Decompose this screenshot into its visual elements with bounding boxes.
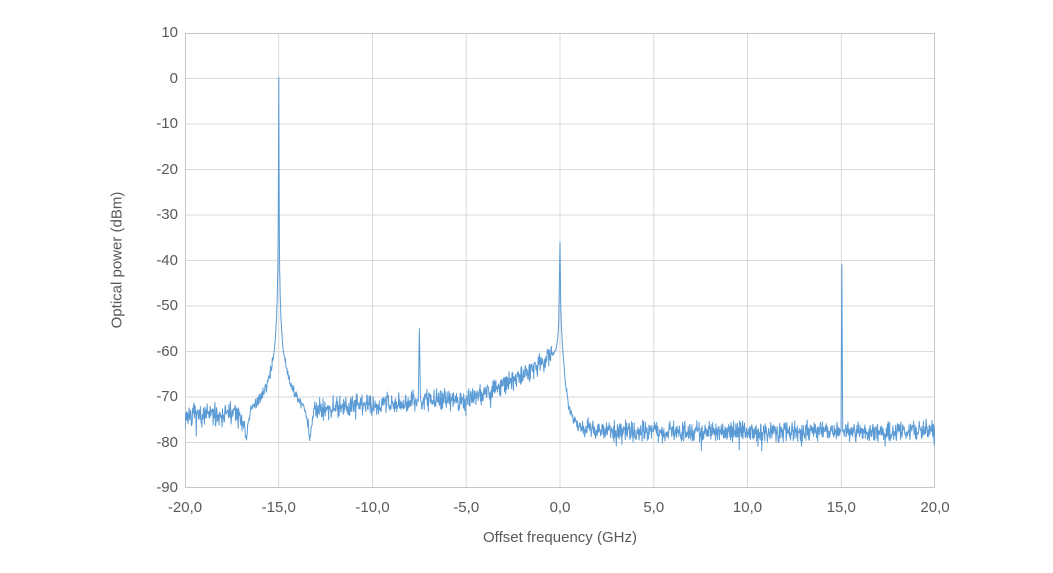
x-tick-label: -10,0	[355, 499, 390, 516]
gridlines	[185, 33, 935, 488]
plot-frame	[185, 33, 935, 488]
y-tick-label: -90	[156, 479, 178, 496]
x-tick-label: -20,0	[167, 499, 203, 516]
x-tick-label: 20,0	[920, 499, 950, 516]
y-tick-label: -70	[156, 388, 178, 405]
y-tick-label: -10	[156, 115, 178, 132]
x-tick-label: 0,0	[549, 499, 571, 516]
y-tick-label: -80	[156, 433, 178, 451]
x-tick-label: 10,0	[732, 499, 763, 516]
y-tick-label: -50	[156, 297, 178, 314]
y-tick-label: -30	[156, 206, 178, 223]
y-axis-title: Optical power (dBm)	[108, 191, 126, 329]
x-tick-label: -5,0	[453, 499, 480, 516]
x-tick-label: 5,0	[643, 499, 665, 516]
x-axis-title: Offset frequency (GHz)	[483, 529, 637, 546]
y-tick-label: -60	[156, 342, 178, 360]
y-tick-label: -20	[156, 160, 178, 178]
x-tick-label: 15,0	[826, 499, 856, 516]
x-tick-label: -15,0	[261, 499, 296, 516]
y-tick-label: 0	[169, 69, 178, 87]
plot-area	[185, 33, 935, 488]
y-tick-label: 10	[161, 24, 178, 41]
spectrum-trace	[185, 76, 935, 452]
y-tick-label: -40	[156, 251, 178, 269]
